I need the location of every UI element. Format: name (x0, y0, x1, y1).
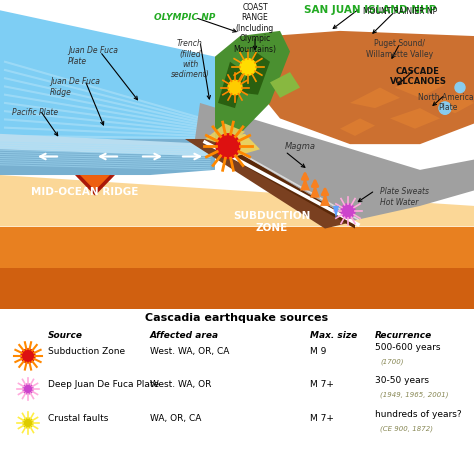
Text: Source: Source (48, 331, 83, 340)
Polygon shape (205, 124, 245, 146)
Text: 500-600 years: 500-600 years (375, 343, 440, 352)
Polygon shape (215, 134, 260, 156)
Circle shape (23, 418, 33, 428)
Polygon shape (0, 268, 474, 309)
Polygon shape (320, 194, 330, 206)
Text: Puget Sound/
Willamette Valley: Puget Sound/ Willamette Valley (366, 39, 434, 59)
Polygon shape (215, 139, 355, 229)
Circle shape (228, 80, 242, 95)
Circle shape (21, 349, 35, 363)
Text: M 7+: M 7+ (310, 380, 334, 390)
Text: 30-50 years: 30-50 years (375, 377, 429, 385)
Text: Cascadia earthquake sources: Cascadia earthquake sources (146, 313, 328, 323)
Polygon shape (195, 103, 474, 221)
Text: West. WA, OR, CA: West. WA, OR, CA (150, 348, 229, 356)
Polygon shape (240, 52, 270, 95)
Polygon shape (0, 134, 215, 156)
Circle shape (240, 59, 256, 75)
Polygon shape (0, 226, 474, 309)
Text: Subduction Zone: Subduction Zone (48, 348, 125, 356)
Text: MID-OCEAN RIDGE: MID-OCEAN RIDGE (31, 187, 139, 197)
Text: Pacific Plate: Pacific Plate (12, 108, 58, 117)
Text: Plate Sweats
Hot Water: Plate Sweats Hot Water (380, 187, 429, 207)
Text: (1949, 1965, 2001): (1949, 1965, 2001) (380, 392, 448, 398)
Text: Magma: Magma (285, 142, 316, 151)
Polygon shape (350, 88, 400, 108)
Text: Affected area: Affected area (150, 331, 219, 340)
Polygon shape (310, 185, 320, 198)
Polygon shape (80, 175, 110, 190)
Text: Deep Juan De Fuca Plate: Deep Juan De Fuca Plate (48, 380, 159, 390)
Polygon shape (75, 175, 115, 195)
Polygon shape (0, 10, 215, 154)
Text: COAST
RANGE
(Including
Olympic
Mountains): COAST RANGE (Including Olympic Mountains… (234, 3, 276, 53)
Polygon shape (333, 206, 339, 218)
Text: M 9: M 9 (310, 348, 327, 356)
Polygon shape (430, 93, 474, 113)
Text: CASCADE
VOLCANOES: CASCADE VOLCANOES (390, 67, 447, 86)
Circle shape (341, 204, 355, 218)
Text: Trench
(filled
with
sediment): Trench (filled with sediment) (171, 39, 210, 79)
Polygon shape (0, 175, 474, 226)
Text: (CE 900, 1872): (CE 900, 1872) (380, 426, 433, 432)
Text: Recurrence: Recurrence (375, 331, 432, 340)
Text: MOUNT RAINIER NP: MOUNT RAINIER NP (363, 7, 437, 16)
Polygon shape (0, 139, 215, 175)
Text: West. WA, OR: West. WA, OR (150, 380, 211, 390)
Text: SAN JUAN ISLAND NHP: SAN JUAN ISLAND NHP (304, 5, 436, 15)
Polygon shape (218, 62, 245, 108)
Text: Juan De Fuca
Ridge: Juan De Fuca Ridge (50, 77, 100, 97)
Text: Juan De Fuca
Plate: Juan De Fuca Plate (68, 46, 118, 66)
Text: hundreds of years?: hundreds of years? (375, 410, 462, 420)
Polygon shape (300, 178, 310, 190)
Circle shape (455, 83, 465, 93)
Text: (1700): (1700) (380, 359, 403, 365)
Polygon shape (340, 118, 375, 136)
Polygon shape (230, 31, 474, 144)
Polygon shape (185, 139, 355, 229)
Circle shape (439, 102, 451, 114)
Polygon shape (270, 72, 300, 98)
Polygon shape (395, 77, 445, 98)
Text: M 7+: M 7+ (310, 414, 334, 424)
Text: North American
Plate: North American Plate (418, 93, 474, 112)
Text: SUBDUCTION
ZONE: SUBDUCTION ZONE (233, 211, 310, 233)
Polygon shape (215, 31, 290, 139)
Polygon shape (390, 108, 440, 129)
Circle shape (23, 384, 33, 394)
Circle shape (216, 134, 240, 159)
Text: Max. size: Max. size (310, 331, 357, 340)
Text: WA, OR, CA: WA, OR, CA (150, 414, 201, 424)
Text: Crustal faults: Crustal faults (48, 414, 109, 424)
Text: OLYMPIC NP: OLYMPIC NP (155, 13, 216, 23)
